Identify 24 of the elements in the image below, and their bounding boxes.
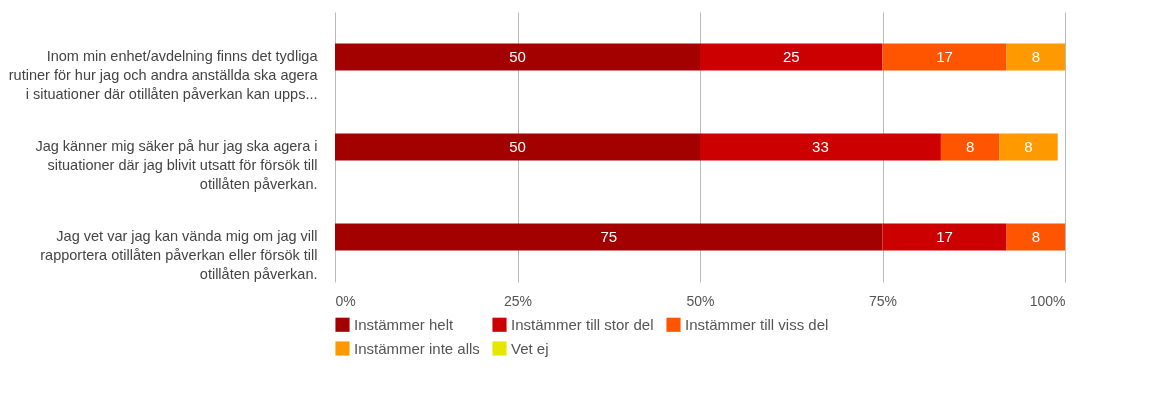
legend-label: Instämmer till viss del [685, 315, 829, 333]
legend-label: Vet ej [511, 339, 549, 357]
data-label: 50 [509, 138, 526, 155]
y-tick-label: Inom min enhet/avdelning finns det tydliga rutiner för hur jag och andra anställda ska agera i situationer där otillåten påverkan kan upps... [8, 48, 319, 102]
data-label: 17 [936, 228, 953, 245]
data-label: 25 [782, 48, 800, 65]
legend-label: Instämmer till stor del [511, 315, 654, 333]
data-label: 75 [600, 228, 618, 245]
legend-label: Instämmer helt [354, 315, 455, 333]
x-tick-label: 75% [868, 292, 898, 309]
data-label: 8 [1024, 138, 1033, 155]
y-tick-label: Jag vet var jag kan vända mig om jag vill rapportera otillåten påverkan eller försök till otillåten påverkan. [40, 228, 318, 282]
legend-label: Instämmer inte alls [354, 339, 480, 357]
data-label: 8 [1031, 228, 1040, 245]
data-label: 8 [965, 138, 975, 155]
data-label: 33 [812, 138, 829, 155]
x-tick-label: 50% [686, 292, 715, 309]
x-tick-label: 100% [1029, 292, 1066, 309]
x-tick-label: 0% [335, 292, 356, 309]
x-tick-label: 25% [503, 292, 533, 309]
data-label: 50 [509, 48, 526, 65]
y-tick-label: Jag känner mig säker på hur jag ska agera i situationer där jag blivit utsatt för försök till otillåten påverkan. [35, 138, 318, 192]
data-label: 8 [1031, 48, 1040, 65]
data-label: 17 [936, 48, 953, 65]
